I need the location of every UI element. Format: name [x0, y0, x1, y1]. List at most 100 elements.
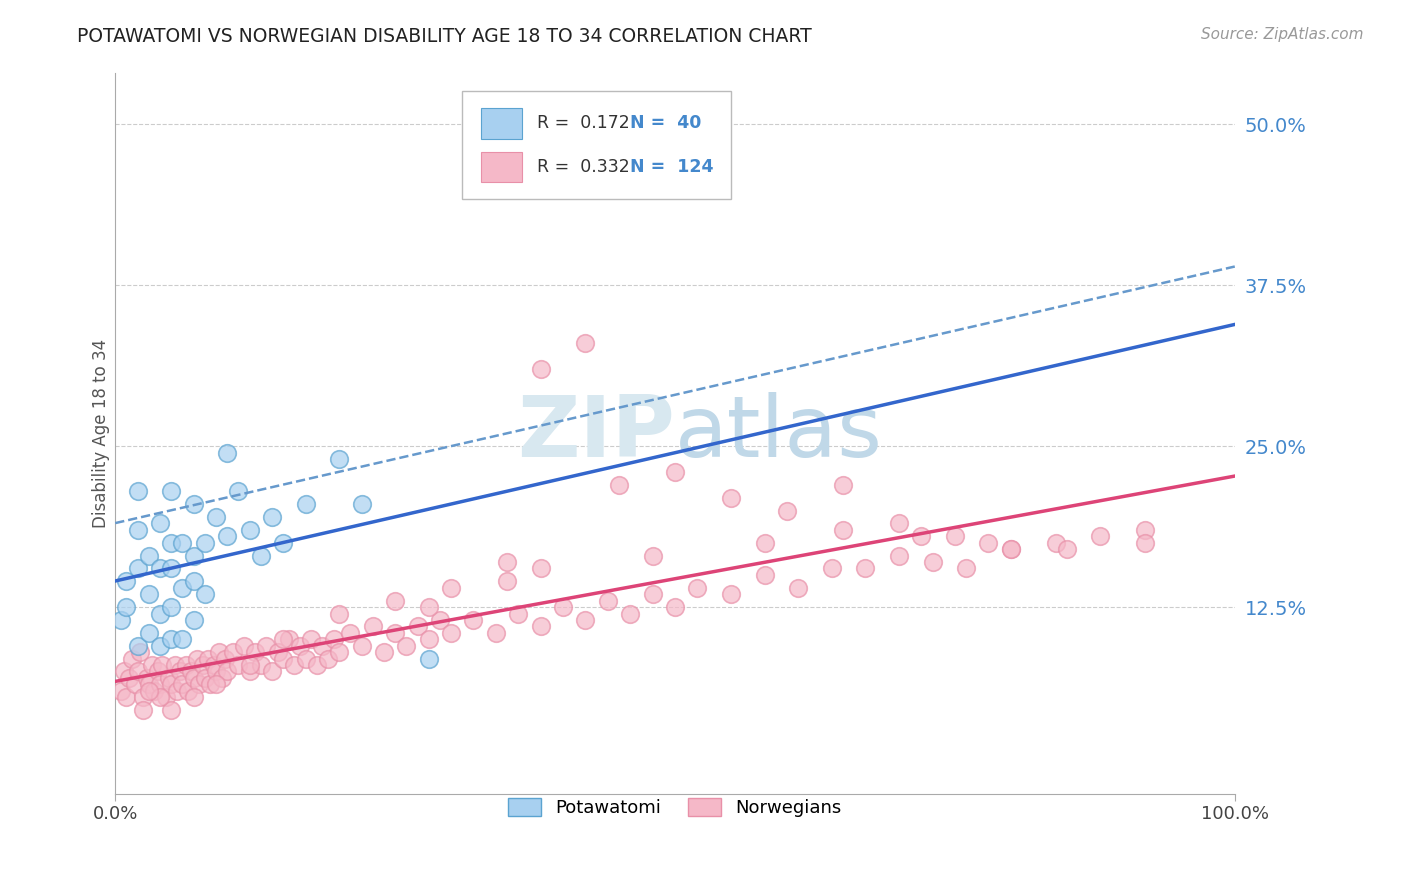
Point — [254, 639, 277, 653]
Point — [249, 657, 271, 672]
Point — [141, 657, 163, 672]
Point — [183, 497, 205, 511]
Point — [239, 665, 262, 679]
Text: POTAWATOMI VS NORWEGIAN DISABILITY AGE 18 TO 34 CORRELATION CHART: POTAWATOMI VS NORWEGIAN DISABILITY AGE 1… — [77, 27, 813, 45]
Point — [1135, 523, 1157, 537]
Point — [1045, 535, 1067, 549]
Point — [686, 581, 709, 595]
Point — [228, 484, 250, 499]
Point — [418, 651, 440, 665]
Point — [127, 484, 149, 499]
Point — [157, 671, 180, 685]
Point — [406, 619, 429, 633]
Text: ZIP: ZIP — [517, 392, 675, 475]
Point — [720, 587, 742, 601]
Point — [149, 639, 172, 653]
Point — [160, 703, 183, 717]
Point — [249, 549, 271, 563]
Point — [138, 587, 160, 601]
Point — [288, 639, 311, 653]
Point — [112, 665, 135, 679]
Point — [294, 497, 316, 511]
Point — [138, 625, 160, 640]
Point — [271, 651, 294, 665]
Point — [1000, 542, 1022, 557]
Point — [160, 484, 183, 499]
Bar — [481, 152, 522, 182]
Point — [429, 613, 451, 627]
Point — [222, 645, 245, 659]
Point — [328, 452, 350, 467]
Point — [149, 677, 172, 691]
Point — [194, 535, 217, 549]
Point — [205, 510, 228, 524]
Point — [496, 555, 519, 569]
Point — [138, 549, 160, 563]
Point — [118, 671, 141, 685]
Text: R =  0.332: R = 0.332 — [537, 158, 630, 176]
Point — [217, 665, 239, 679]
Point — [214, 651, 236, 665]
Point — [720, 491, 742, 505]
Point — [921, 555, 943, 569]
Point — [787, 581, 810, 595]
Point — [143, 683, 166, 698]
Point — [149, 690, 172, 705]
Point — [271, 632, 294, 647]
Point — [149, 607, 172, 621]
Legend: Potawatomi, Norwegians: Potawatomi, Norwegians — [501, 790, 849, 824]
Point — [496, 574, 519, 589]
Point — [260, 510, 283, 524]
Point — [233, 639, 256, 653]
Point — [754, 535, 776, 549]
Point — [138, 677, 160, 691]
Point — [243, 645, 266, 659]
Point — [217, 445, 239, 459]
Point — [283, 657, 305, 672]
Point — [754, 567, 776, 582]
Point — [188, 677, 211, 691]
Point — [197, 651, 219, 665]
Text: N =  124: N = 124 — [630, 158, 714, 176]
Point — [127, 639, 149, 653]
Point — [311, 639, 333, 653]
Point — [887, 516, 910, 531]
Point — [322, 632, 344, 647]
Point — [350, 497, 373, 511]
Point — [328, 645, 350, 659]
Point — [1090, 529, 1112, 543]
Point — [160, 561, 183, 575]
Point — [194, 671, 217, 685]
Point — [183, 549, 205, 563]
Point — [821, 561, 844, 575]
Point — [200, 677, 222, 691]
Point — [186, 651, 208, 665]
Point — [183, 690, 205, 705]
Point — [177, 683, 200, 698]
Point — [172, 677, 194, 691]
Point — [146, 665, 169, 679]
Point — [128, 645, 150, 659]
Point — [530, 362, 553, 376]
Point — [530, 561, 553, 575]
Point — [596, 593, 619, 607]
Point — [266, 645, 288, 659]
Point — [641, 587, 664, 601]
Point — [174, 657, 197, 672]
Point — [619, 607, 641, 621]
Point — [551, 600, 574, 615]
Point — [1000, 542, 1022, 557]
Point — [395, 639, 418, 653]
Point — [373, 645, 395, 659]
Point — [115, 690, 138, 705]
Point — [115, 600, 138, 615]
Point — [832, 478, 855, 492]
Point — [440, 581, 463, 595]
Point — [299, 632, 322, 647]
Point — [160, 600, 183, 615]
Point — [910, 529, 932, 543]
Point — [664, 465, 686, 479]
Point — [887, 549, 910, 563]
Point — [149, 516, 172, 531]
Point — [316, 651, 339, 665]
